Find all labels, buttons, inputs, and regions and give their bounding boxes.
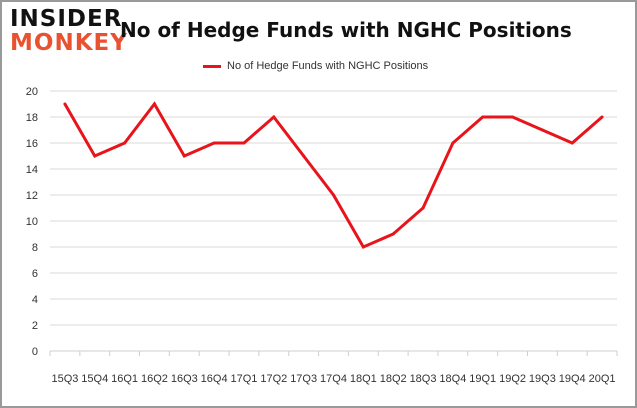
- data-point-17Q3: [302, 154, 306, 158]
- data-point-17Q2: [272, 115, 276, 119]
- data-point-15Q4: [93, 154, 97, 158]
- y-tick-label: 18: [26, 112, 38, 124]
- insider-monkey-logo: INSIDER MONKEY: [10, 6, 128, 56]
- x-tick-label: 16Q4: [201, 373, 228, 385]
- x-tick-label: 16Q3: [171, 373, 198, 385]
- y-tick-label: 20: [26, 86, 38, 98]
- data-point-16Q3: [182, 154, 186, 158]
- y-axis: 0 2 4 6 8 10 12 14 16 18 20: [26, 86, 38, 358]
- logo-text-bottom: MONKEY: [10, 30, 128, 56]
- x-tick-label: 18Q3: [410, 373, 437, 385]
- y-tick-label: 0: [32, 346, 38, 358]
- y-tick-label: 2: [32, 320, 38, 332]
- series-layer: [63, 101, 604, 249]
- data-point-20Q1: [600, 115, 604, 119]
- data-point-17Q4: [332, 193, 335, 197]
- data-point-18Q2: [391, 232, 395, 236]
- data-point-19Q2: [511, 115, 515, 119]
- x-tick-label: 19Q4: [559, 373, 586, 385]
- y-tick-label: 4: [32, 294, 38, 306]
- data-point-19Q1: [481, 115, 485, 119]
- x-tick-label: 18Q4: [439, 373, 466, 385]
- x-tick-label: 17Q3: [290, 373, 317, 385]
- chart-title: No of Hedge Funds with NGHC Positions: [120, 18, 572, 42]
- data-point-18Q3: [421, 206, 425, 210]
- x-tick-label: 18Q1: [350, 373, 377, 385]
- data-point-16Q4: [212, 141, 216, 145]
- y-tick-label: 16: [26, 138, 38, 150]
- data-point-19Q3: [540, 128, 544, 132]
- series-line-0: [63, 101, 604, 249]
- x-tick-label: 15Q3: [51, 373, 78, 385]
- y-tick-label: 14: [26, 164, 38, 176]
- logo-text-top: INSIDER: [10, 6, 123, 32]
- x-tick-label: 19Q1: [469, 373, 496, 385]
- data-point-16Q1: [123, 141, 127, 145]
- x-tick-label: 16Q1: [111, 373, 138, 385]
- y-tick-label: 8: [32, 242, 38, 254]
- y-tick-label: 6: [32, 268, 38, 280]
- x-tick-label: 15Q4: [81, 373, 108, 385]
- legend-label: No of Hedge Funds with NGHC Positions: [227, 60, 429, 72]
- x-tick-label: 16Q2: [141, 373, 168, 385]
- y-tick-label: 12: [26, 190, 38, 202]
- x-tick-label: 17Q4: [320, 373, 347, 385]
- chart-legend: No of Hedge Funds with NGHC Positions: [203, 58, 428, 74]
- data-point-18Q1: [361, 245, 365, 249]
- data-point-19Q4: [570, 141, 574, 145]
- data-point-17Q1: [242, 141, 246, 145]
- data-point-16Q2: [152, 102, 156, 106]
- legend-line-icon: [203, 64, 221, 68]
- x-tick-label: 19Q3: [529, 373, 556, 385]
- x-tick-label: 17Q1: [231, 373, 258, 385]
- x-tick-label: 18Q2: [380, 373, 407, 385]
- x-tick-label: 20Q1: [589, 373, 616, 385]
- x-tick-label: 19Q2: [499, 373, 526, 385]
- x-axis: 15Q3 15Q4 16Q1 16Q2 16Q3 16Q4 17Q1 17Q2 17Q3 17Q4…: [49, 350, 618, 385]
- data-point-18Q4: [451, 141, 455, 145]
- x-tick-label: 17Q2: [260, 373, 287, 385]
- data-point-15Q3: [63, 102, 67, 106]
- y-tick-label: 10: [26, 216, 38, 228]
